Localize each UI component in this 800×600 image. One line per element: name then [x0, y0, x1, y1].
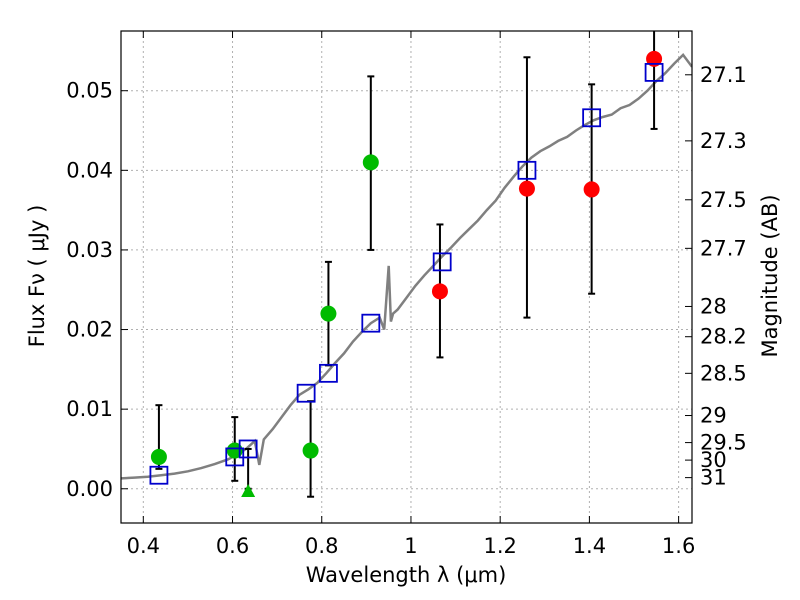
- red-data-point: [518, 180, 535, 197]
- green-data-point: [320, 305, 337, 322]
- model-flux-square: [149, 465, 169, 485]
- right-tick-label: 27.7: [700, 236, 747, 260]
- upper-limit-triangle: [241, 483, 256, 497]
- errorbar-layer: [155, 31, 658, 498]
- plot-frame: [120, 30, 693, 524]
- right-tick-label: 27.1: [700, 63, 747, 87]
- model-flux-square: [582, 108, 602, 128]
- x-axis-ticks: 0.4 0.6 0.8 1 1.2 1.4 1.6: [127, 31, 695, 558]
- model-flux-square: [432, 252, 452, 272]
- right-axis-label: Magnitude (AB): [758, 194, 782, 357]
- right-tick-label: 28.5: [700, 361, 747, 385]
- right-tick-label: 27.5: [700, 188, 747, 212]
- y-axis-ticks: 0.00 0.01 0.02 0.03 0.04 0.05: [66, 79, 128, 501]
- model-flux-square: [361, 313, 381, 333]
- model-spectrum-line: [121, 53, 692, 480]
- right-tick-label: 30: [700, 448, 727, 472]
- x-tick-label: 1.6: [662, 534, 695, 558]
- y-tick-label: 0.04: [66, 158, 113, 182]
- right-tick-label: 28.2: [700, 325, 747, 349]
- y-tick-label: 0.03: [66, 238, 113, 262]
- green-data-point: [302, 442, 319, 459]
- right-tick-label: 29: [700, 404, 727, 428]
- right-tick-label: 28: [700, 294, 727, 318]
- y-tick-label: 0.00: [66, 477, 113, 501]
- x-tick-label: 0.4: [127, 534, 160, 558]
- model-flux-square: [319, 363, 338, 383]
- right-tick-label: 27.3: [700, 129, 747, 153]
- model-flux-square: [296, 383, 316, 403]
- x-tick-label: 1: [404, 534, 417, 558]
- marker-layer: [149, 50, 664, 497]
- y-axis-label: Flux Fν ( μJy ): [25, 205, 49, 348]
- red-data-point: [431, 283, 448, 300]
- green-data-point: [362, 154, 379, 171]
- x-tick-label: 1.4: [573, 534, 606, 558]
- red-data-point: [583, 181, 600, 198]
- model-flux-square: [644, 62, 664, 82]
- model-curve-layer: [121, 53, 692, 480]
- grid: [121, 31, 692, 523]
- model-flux-square: [517, 160, 537, 180]
- y-tick-label: 0.05: [66, 79, 113, 103]
- model-flux-square: [238, 439, 258, 459]
- x-tick-label: 0.8: [305, 534, 338, 558]
- x-axis-label: Wavelength λ (μm): [306, 563, 507, 587]
- y-tick-label: 0.01: [66, 397, 113, 421]
- green-data-point: [150, 448, 167, 465]
- red-data-point: [646, 50, 663, 67]
- y-tick-label: 0.02: [66, 318, 113, 342]
- x-tick-label: 1.2: [483, 534, 516, 558]
- x-tick-label: 0.6: [216, 534, 249, 558]
- right-tick-label: 29.5: [700, 431, 747, 455]
- right-tick-label: 31: [700, 466, 727, 490]
